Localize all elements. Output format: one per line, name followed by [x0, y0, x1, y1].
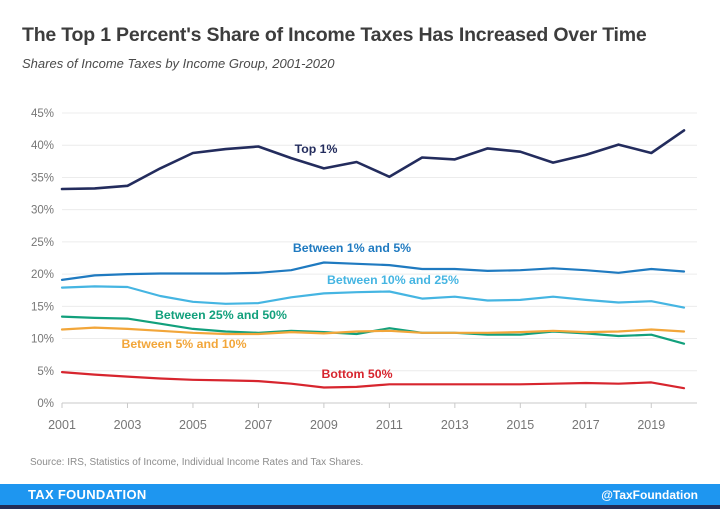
- series-line-between-5-and-10-: [60, 326, 686, 336]
- y-tick-label-0: 0%: [37, 398, 54, 410]
- y-tick-label-5: 5%: [37, 366, 54, 378]
- source-note: Source: IRS, Statistics of Income, Indiv…: [30, 457, 364, 468]
- series-line-between-10-and-25-: [60, 285, 686, 309]
- series-label-between-10-and-25-: Between 10% and 25%: [327, 273, 459, 287]
- footer-accent-strip: [0, 505, 720, 509]
- y-tick-label-35: 35%: [31, 172, 54, 184]
- y-tick-label-40: 40%: [31, 140, 54, 152]
- y-tick-label-10: 10%: [31, 334, 54, 346]
- y-tick-label-30: 30%: [31, 205, 54, 217]
- x-tick-label-2007: 2007: [245, 418, 273, 432]
- series-line-top-1-: [60, 129, 686, 191]
- series-label-between-1-and-5-: Between 1% and 5%: [293, 241, 411, 255]
- x-tick-label-2005: 2005: [179, 418, 207, 432]
- x-tick-label-2011: 2011: [376, 418, 403, 432]
- y-tick-label-45: 45%: [31, 108, 54, 120]
- x-tick-label-2019: 2019: [637, 418, 665, 432]
- footer-brand: TAX FOUNDATION: [28, 487, 147, 502]
- y-tick-label-25: 25%: [31, 237, 54, 249]
- page-subtitle: Shares of Income Taxes by Income Group, …: [22, 56, 335, 71]
- series-label-between-25-and-50-: Between 25% and 50%: [155, 308, 287, 322]
- y-tick-label-15: 15%: [31, 301, 54, 313]
- x-tick-label-2013: 2013: [441, 418, 469, 432]
- y-tick-label-20: 20%: [31, 269, 54, 281]
- chart-area: 0% 5% 10% 15% 20% 25% 30% 35% 40% 45% 2001 2003 2005…: [0, 95, 720, 440]
- series-line-between-1-and-5-: [60, 261, 686, 281]
- x-tick-label-2009: 2009: [310, 418, 338, 432]
- x-tick-label-2003: 2003: [114, 418, 142, 432]
- x-tick-label-2015: 2015: [506, 418, 534, 432]
- footer-twitter-handle[interactable]: @TaxFoundation: [601, 487, 698, 502]
- series-label-between-5-and-10-: Between 5% and 10%: [121, 337, 246, 351]
- page-title: The Top 1 Percent's Share of Income Taxe…: [22, 24, 647, 46]
- series-label-bottom-50-: Bottom 50%: [321, 367, 392, 381]
- income-tax-shares-line-chart: 0% 5% 10% 15% 20% 25% 30% 35% 40% 45% 2001 2003 2005…: [31, 108, 697, 432]
- series-label-top-1-: Top 1%: [295, 142, 338, 156]
- series-line-bottom-50-: [60, 371, 686, 390]
- x-tick-label-2001: 2001: [48, 418, 76, 432]
- x-tick-label-2017: 2017: [572, 418, 600, 432]
- footer-bar: TAX FOUNDATION @TaxFoundation: [0, 484, 720, 505]
